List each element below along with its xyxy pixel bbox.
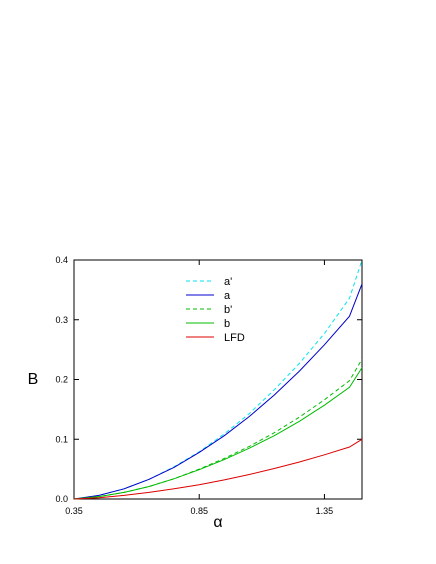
y-tick-label: 0.1: [55, 434, 68, 444]
axis-ticks: 0.35 0.85 1.35 0.0 0.1 0.2 0.3 0.4: [55, 255, 362, 516]
y-tick-label: 0.3: [55, 315, 68, 325]
y-tick-label: 0.4: [55, 255, 68, 265]
y-tick-label: 0.0: [55, 494, 68, 504]
series-line-3: [73, 367, 363, 500]
series-lines: [73, 259, 363, 500]
series-line-2: [73, 358, 363, 500]
legend: a' a b' b LFD: [186, 276, 245, 344]
series-line-4: [73, 438, 363, 500]
x-tick-label: 0.85: [190, 506, 208, 516]
series-line-1: [73, 283, 363, 500]
legend-label: a': [224, 276, 232, 288]
x-axis-label: α: [213, 514, 222, 531]
x-tick-label: 0.35: [65, 506, 83, 516]
x-tick-label: 1.35: [316, 506, 334, 516]
series-line-0: [73, 259, 363, 500]
legend-label: LFD: [224, 332, 245, 344]
plot-frame: [73, 259, 363, 500]
legend-label: b: [224, 318, 230, 330]
y-axis-label: B: [28, 371, 39, 388]
y-tick-label: 0.2: [55, 375, 68, 385]
legend-label: a: [224, 290, 231, 302]
legend-label: b': [224, 304, 232, 316]
